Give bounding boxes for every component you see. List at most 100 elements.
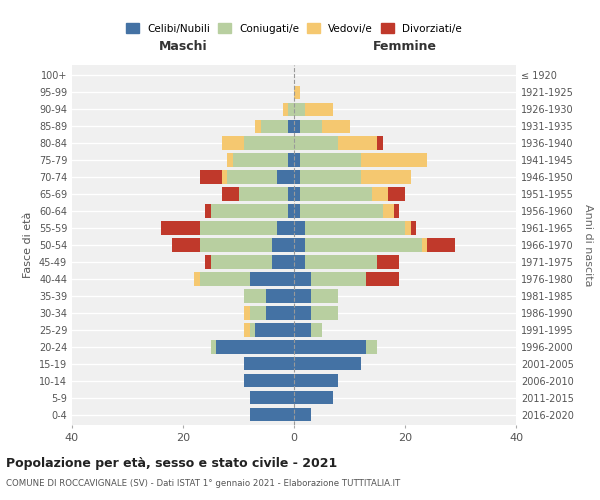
Bar: [211, 340, 216, 353]
Bar: [244, 357, 294, 370]
Bar: [244, 324, 250, 336]
Bar: [205, 204, 211, 218]
Bar: [377, 256, 400, 268]
Bar: [266, 306, 294, 320]
Bar: [299, 188, 372, 200]
Bar: [255, 120, 260, 133]
Bar: [372, 188, 388, 200]
Bar: [244, 290, 266, 302]
Bar: [294, 86, 299, 99]
Bar: [294, 222, 305, 234]
Bar: [222, 188, 239, 200]
Bar: [299, 204, 383, 218]
Bar: [299, 120, 322, 133]
Bar: [255, 324, 294, 336]
Bar: [422, 238, 427, 252]
Text: Femmine: Femmine: [373, 40, 437, 53]
Bar: [161, 222, 200, 234]
Bar: [289, 188, 294, 200]
Bar: [211, 204, 289, 218]
Bar: [222, 170, 227, 183]
Bar: [311, 324, 322, 336]
Bar: [299, 154, 361, 166]
Bar: [294, 256, 305, 268]
Bar: [272, 256, 294, 268]
Bar: [272, 238, 294, 252]
Bar: [260, 120, 289, 133]
Text: Maschi: Maschi: [158, 40, 208, 53]
Bar: [294, 238, 305, 252]
Bar: [200, 238, 272, 252]
Bar: [227, 154, 233, 166]
Bar: [311, 290, 338, 302]
Bar: [361, 154, 427, 166]
Bar: [250, 272, 294, 285]
Bar: [266, 290, 294, 302]
Bar: [361, 170, 410, 183]
Bar: [377, 136, 383, 149]
Bar: [244, 136, 294, 149]
Bar: [410, 222, 416, 234]
Bar: [194, 272, 200, 285]
Bar: [311, 306, 338, 320]
Bar: [322, 120, 349, 133]
Bar: [294, 272, 311, 285]
Bar: [205, 256, 211, 268]
Bar: [427, 238, 455, 252]
Bar: [277, 170, 294, 183]
Bar: [305, 256, 377, 268]
Bar: [277, 222, 294, 234]
Bar: [227, 170, 277, 183]
Bar: [250, 306, 266, 320]
Bar: [222, 136, 244, 149]
Legend: Celibi/Nubili, Coniugati/e, Vedovi/e, Divorziati/e: Celibi/Nubili, Coniugati/e, Vedovi/e, Di…: [126, 24, 462, 34]
Bar: [250, 408, 294, 422]
Bar: [311, 272, 366, 285]
Bar: [233, 154, 289, 166]
Bar: [305, 222, 405, 234]
Bar: [294, 324, 311, 336]
Bar: [294, 340, 366, 353]
Bar: [294, 102, 305, 116]
Bar: [305, 102, 333, 116]
Bar: [294, 136, 338, 149]
Bar: [383, 204, 394, 218]
Bar: [200, 272, 250, 285]
Bar: [289, 154, 294, 166]
Y-axis label: Fasce di età: Fasce di età: [23, 212, 33, 278]
Bar: [244, 374, 294, 388]
Text: COMUNE DI ROCCAVIGNALE (SV) - Dati ISTAT 1° gennaio 2021 - Elaborazione TUTTITAL: COMUNE DI ROCCAVIGNALE (SV) - Dati ISTAT…: [6, 479, 400, 488]
Bar: [294, 374, 338, 388]
Bar: [294, 204, 299, 218]
Bar: [394, 204, 400, 218]
Bar: [172, 238, 200, 252]
Bar: [250, 324, 255, 336]
Bar: [211, 256, 272, 268]
Bar: [294, 357, 361, 370]
Bar: [289, 204, 294, 218]
Bar: [294, 306, 311, 320]
Bar: [244, 306, 250, 320]
Bar: [388, 188, 405, 200]
Bar: [338, 136, 377, 149]
Bar: [294, 391, 333, 404]
Bar: [294, 154, 299, 166]
Bar: [216, 340, 294, 353]
Bar: [366, 272, 400, 285]
Bar: [239, 188, 289, 200]
Text: Popolazione per età, sesso e stato civile - 2021: Popolazione per età, sesso e stato civil…: [6, 458, 337, 470]
Bar: [294, 188, 299, 200]
Bar: [294, 120, 299, 133]
Bar: [299, 170, 361, 183]
Bar: [200, 170, 222, 183]
Bar: [294, 290, 311, 302]
Bar: [294, 170, 299, 183]
Y-axis label: Anni di nascita: Anni di nascita: [583, 204, 593, 286]
Bar: [250, 391, 294, 404]
Bar: [289, 102, 294, 116]
Bar: [305, 238, 422, 252]
Bar: [283, 102, 289, 116]
Bar: [294, 408, 311, 422]
Bar: [366, 340, 377, 353]
Bar: [200, 222, 277, 234]
